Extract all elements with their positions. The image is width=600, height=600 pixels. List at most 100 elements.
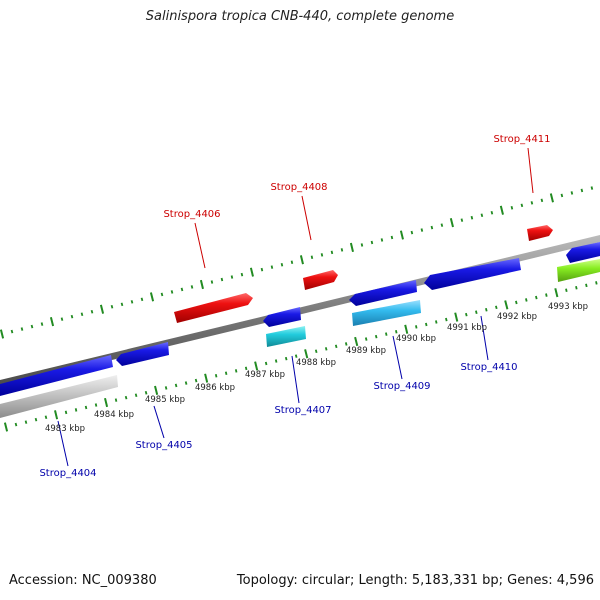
gene-label[interactable]: Strop_4404 <box>39 468 96 479</box>
genome-summary-text: Topology: circular; Length: 5,183,331 bp… <box>236 573 594 588</box>
label-leader-line <box>153 405 165 439</box>
minor-tick <box>194 378 198 383</box>
minor-tick <box>240 272 244 277</box>
major-tick <box>3 422 9 432</box>
minor-tick <box>425 322 428 327</box>
gene-strop-4407[interactable] <box>263 307 301 327</box>
major-tick <box>254 361 259 371</box>
gene-label[interactable]: Strop_4405 <box>135 440 192 451</box>
gene-grey-track[interactable] <box>0 375 118 418</box>
gene-label[interactable]: Strop_4411 <box>493 134 550 145</box>
minor-tick <box>390 235 394 240</box>
gene-strop-4406[interactable] <box>174 293 253 323</box>
minor-tick <box>525 298 528 302</box>
minor-tick <box>565 288 568 292</box>
minor-tick <box>475 310 478 315</box>
minor-tick <box>144 390 148 395</box>
major-tick <box>249 267 254 277</box>
minor-tick <box>124 395 128 400</box>
minor-tick <box>284 356 288 361</box>
minor-tick <box>560 193 564 198</box>
minor-tick <box>334 344 338 349</box>
gene-label[interactable]: Strop_4410 <box>460 362 517 373</box>
minor-tick <box>70 314 74 319</box>
minor-tick <box>60 317 64 321</box>
gene-label[interactable]: Strop_4407 <box>274 405 331 416</box>
minor-tick <box>230 275 234 279</box>
major-tick <box>554 288 559 298</box>
major-tick <box>199 279 204 290</box>
gene-strop-4408[interactable] <box>303 270 338 290</box>
gene-strop-4409[interactable] <box>349 280 417 306</box>
minor-tick <box>470 215 474 220</box>
minor-tick <box>220 277 224 282</box>
major-tick <box>149 292 155 302</box>
minor-tick <box>480 213 484 218</box>
major-tick <box>454 312 459 322</box>
minor-tick <box>510 205 514 210</box>
minor-tick <box>520 203 524 208</box>
accession-text: Accession: NC_009380 <box>9 573 157 588</box>
minor-tick <box>260 267 264 272</box>
minor-tick <box>370 240 374 245</box>
minor-tick <box>264 361 268 366</box>
minor-tick <box>224 371 228 375</box>
minor-tick <box>90 309 94 314</box>
major-tick <box>49 317 55 327</box>
minor-tick <box>590 186 594 190</box>
minor-tick <box>310 255 314 259</box>
gene-strop-4404[interactable] <box>0 355 113 396</box>
minor-tick <box>174 383 178 388</box>
label-leader-line <box>301 195 312 241</box>
scale-label: 4985 kbp <box>145 395 185 405</box>
inner-dotted-ring <box>3 281 598 432</box>
minor-tick <box>274 359 278 363</box>
minor-tick <box>34 417 38 422</box>
minor-tick <box>320 253 324 257</box>
gene-cyan-track[interactable] <box>266 326 306 347</box>
gene-strop-4405[interactable] <box>116 342 169 366</box>
minor-tick <box>10 329 14 334</box>
scale-label: 4987 kbp <box>245 370 285 380</box>
minor-tick <box>380 238 384 242</box>
minor-tick <box>435 320 438 324</box>
gene-label[interactable]: Strop_4409 <box>373 381 430 392</box>
scale-label: 4992 kbp <box>497 312 537 322</box>
minor-tick <box>80 312 84 317</box>
gene-green-track[interactable] <box>557 259 600 282</box>
minor-tick <box>294 354 298 358</box>
minor-tick <box>344 342 348 346</box>
minor-tick <box>234 369 238 373</box>
minor-tick <box>14 422 18 427</box>
minor-tick <box>20 327 24 331</box>
minor-tick <box>74 408 78 412</box>
label-leader-line <box>527 147 534 194</box>
gene-lightblue-track[interactable] <box>352 300 421 326</box>
minor-tick <box>330 250 334 255</box>
gene-label[interactable]: Strop_4406 <box>163 209 220 220</box>
minor-tick <box>24 420 28 424</box>
major-tick <box>154 385 159 395</box>
major-tick <box>504 300 509 310</box>
minor-tick <box>180 287 184 292</box>
outer-dotted-ring <box>0 186 594 339</box>
major-tick <box>499 205 504 215</box>
gene-labels: Strop_4406 Strop_4408 Strop_4411 Strop_4… <box>39 134 550 479</box>
gene-strop-4410[interactable] <box>424 258 521 290</box>
gene-strop-4411[interactable] <box>527 225 553 241</box>
minor-tick <box>94 403 98 407</box>
minor-tick <box>445 317 448 322</box>
minor-tick <box>140 297 144 302</box>
scale-label: 4988 kbp <box>296 358 336 368</box>
minor-tick <box>595 281 598 285</box>
major-tick <box>204 373 209 383</box>
minor-tick <box>84 405 88 410</box>
major-tick <box>449 218 454 228</box>
minor-tick <box>440 223 444 227</box>
gene-right-edge-blue[interactable] <box>566 242 600 263</box>
gene-label[interactable]: Strop_4408 <box>270 182 327 193</box>
minor-tick <box>324 347 328 351</box>
minor-tick <box>415 325 418 329</box>
